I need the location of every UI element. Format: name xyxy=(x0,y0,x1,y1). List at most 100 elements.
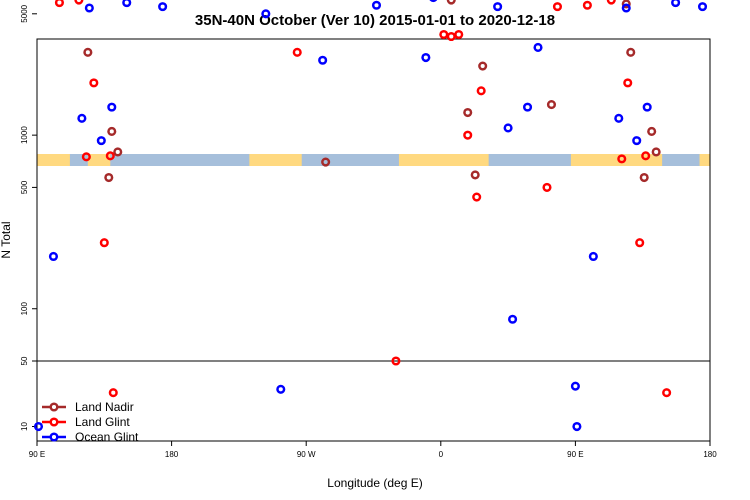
point-land-nadir-50 xyxy=(651,147,661,157)
point-land-nadir-48 xyxy=(639,172,649,183)
landmask-band xyxy=(37,154,710,166)
y-tick-label-1: 50 xyxy=(20,356,29,365)
y-tick-label-4: 1000 xyxy=(20,126,29,144)
point-land-glint-22 xyxy=(292,47,302,57)
y-tick-label-0: 10 xyxy=(20,422,29,431)
point-land-nadir-22 xyxy=(446,0,456,5)
point-ocean-glint-0 xyxy=(33,421,44,432)
x-tick-label-0: 90 E xyxy=(29,450,45,459)
point-land-glint-24 xyxy=(439,29,449,40)
x-tick-label-3: 0 xyxy=(439,450,444,459)
point-land-nadir-10 xyxy=(113,147,123,157)
x-tick-label-1: 180 xyxy=(165,450,179,459)
point-land-nadir-34 xyxy=(546,100,557,110)
point-land-glint-26 xyxy=(454,29,464,40)
plot-frame xyxy=(36,38,711,442)
point-ocean-glint-27 xyxy=(276,384,286,394)
point-land-glint-2 xyxy=(54,0,64,8)
point-land-nadir-6 xyxy=(83,47,93,57)
band-land-3 xyxy=(398,154,489,166)
point-land-nadir-47 xyxy=(626,47,636,57)
y-axis: 10501005001000500010000 xyxy=(20,4,37,431)
point-ocean-glint-2 xyxy=(77,113,87,123)
data-points xyxy=(33,0,708,432)
point-ocean-glint-12 xyxy=(158,2,168,12)
point-land-glint-7 xyxy=(89,78,99,88)
point-ocean-glint-26 xyxy=(261,9,271,19)
point-land-nadir-19 xyxy=(321,157,331,167)
point-ocean-glint-59 xyxy=(632,136,642,146)
band-land-1 xyxy=(87,154,111,166)
point-land-glint-37 xyxy=(542,182,552,192)
y-tick-label-2: 100 xyxy=(20,302,29,316)
point-ocean-glint-6 xyxy=(107,102,117,112)
point-land-glint-45 xyxy=(623,78,633,88)
point-land-nadir-8 xyxy=(104,172,114,183)
point-ocean-glint-61 xyxy=(642,102,652,112)
point-ocean-glint-64 xyxy=(671,0,681,8)
legend-marker-0 xyxy=(49,402,59,412)
point-land-glint-23 xyxy=(391,356,401,366)
point-land-nadir-25 xyxy=(478,61,488,71)
point-ocean-glint-68 xyxy=(697,2,708,12)
band-land-5 xyxy=(699,154,710,166)
point-ocean-glint-28 xyxy=(318,55,328,65)
legend-marker-2 xyxy=(49,432,59,442)
point-land-glint-5 xyxy=(74,0,84,5)
legend-label-2: Ocean Glint xyxy=(75,430,139,444)
point-land-glint-29 xyxy=(476,86,486,96)
point-land-glint-6 xyxy=(81,152,91,162)
point-land-glint-9 xyxy=(105,151,115,161)
point-land-nadir-49 xyxy=(647,126,657,137)
point-land-glint-28 xyxy=(463,130,473,140)
x-tick-label-5: 180 xyxy=(703,450,717,459)
point-land-nadir-46 xyxy=(621,0,631,9)
point-ocean-glint-50 xyxy=(503,123,513,133)
y-tick-label-3: 500 xyxy=(20,180,29,194)
point-ocean-glint-53 xyxy=(533,42,543,52)
point-ocean-glint-41 xyxy=(429,0,438,3)
point-land-glint-8 xyxy=(99,238,109,248)
chart-title: 35N-40N October (Ver 10) 2015-01-01 to 2… xyxy=(195,12,555,29)
legend-label-1: Land Glint xyxy=(75,415,130,429)
point-land-glint-10 xyxy=(108,388,118,398)
x-tick-label-2: 90 W xyxy=(297,450,316,459)
point-ocean-glint-56 xyxy=(588,251,598,262)
legend-label-0: Land Nadir xyxy=(75,400,134,414)
point-land-glint-46 xyxy=(635,238,645,248)
point-land-glint-41 xyxy=(582,0,592,10)
band-land-0 xyxy=(37,154,70,166)
point-ocean-glint-52 xyxy=(522,102,533,112)
point-land-glint-44 xyxy=(617,154,627,164)
point-ocean-glint-49 xyxy=(493,2,503,12)
point-land-nadir-9 xyxy=(107,126,117,137)
band-land-2 xyxy=(249,154,302,166)
x-axis-label: Longitude (deg E) xyxy=(327,476,422,490)
band-land-4 xyxy=(570,154,663,166)
y-tick-label-5: 5000 xyxy=(20,4,29,22)
point-land-glint-47 xyxy=(641,151,651,161)
band-ocean xyxy=(37,154,710,166)
point-ocean-glint-40 xyxy=(421,52,431,63)
point-ocean-glint-1 xyxy=(48,251,59,262)
point-ocean-glint-3 xyxy=(84,3,94,13)
legend-marker-1 xyxy=(49,417,59,427)
point-ocean-glint-55 xyxy=(572,421,582,432)
point-land-nadir-23 xyxy=(463,107,473,118)
point-land-nadir-24 xyxy=(470,170,480,180)
point-ocean-glint-54 xyxy=(570,381,580,391)
point-land-glint-38 xyxy=(552,2,563,12)
point-land-glint-27 xyxy=(472,192,482,202)
point-ocean-glint-8 xyxy=(122,0,132,8)
point-land-glint-25 xyxy=(446,31,456,42)
point-land-glint-43 xyxy=(606,0,616,5)
x-tick-label-4: 90 E xyxy=(567,450,583,459)
point-ocean-glint-51 xyxy=(508,314,518,324)
point-land-glint-48 xyxy=(662,388,672,398)
y-axis-label: N Total xyxy=(0,221,13,258)
point-ocean-glint-33 xyxy=(371,0,382,10)
x-axis: 90 E 180 90 W 0 90 E 180 xyxy=(29,441,717,459)
point-ocean-glint-57 xyxy=(614,113,624,123)
